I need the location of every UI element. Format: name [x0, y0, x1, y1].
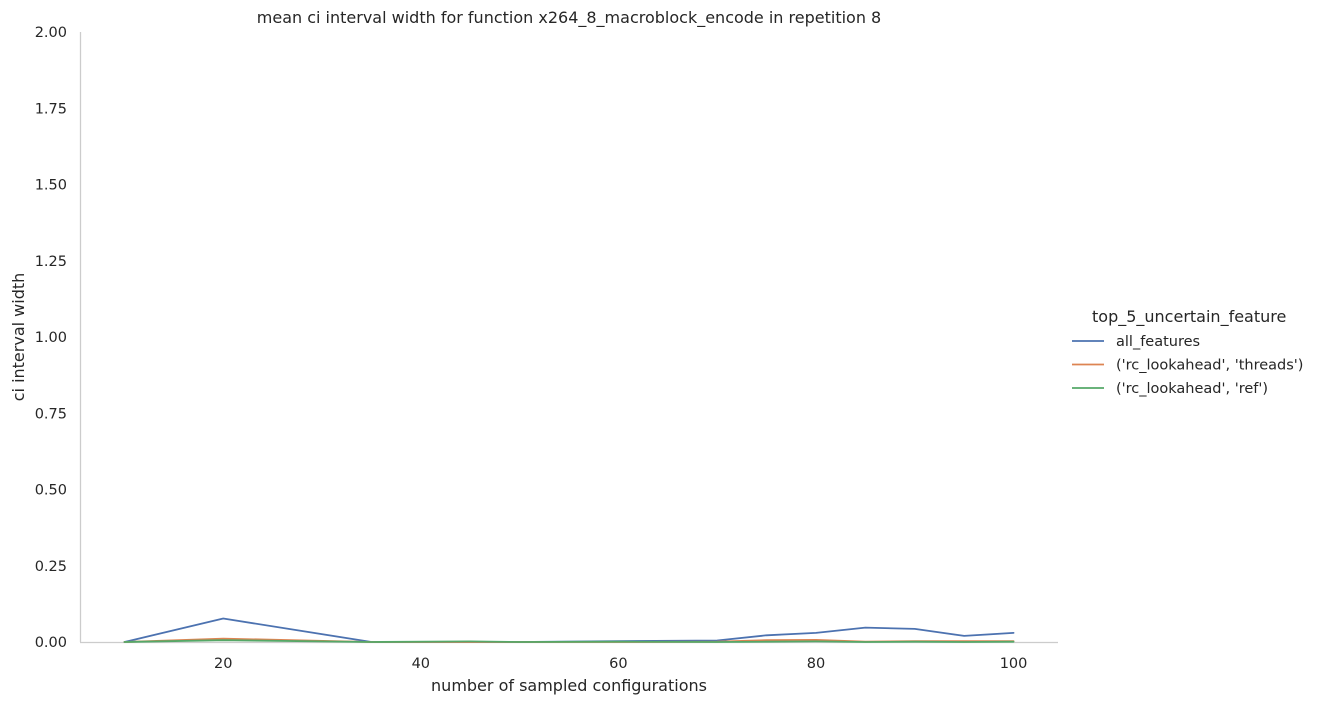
y-ticks: 0.00 0.25 0.50 0.75 1.00 1.25 1.50 1.75 2.00	[35, 25, 67, 651]
y-tick-label: 0.25	[35, 559, 67, 575]
y-tick-label: 2.00	[35, 25, 67, 41]
x-axis: 20 40 60 80 100	[80, 641, 1058, 672]
x-tick-label: 80	[807, 656, 825, 672]
y-tick-label: 1.75	[35, 101, 67, 117]
series-line-2	[123, 639, 1015, 643]
y-axis-label: ci interval width	[9, 273, 28, 402]
x-ticks: 20 40 60 80 100	[214, 656, 1027, 672]
x-axis-label: number of sampled configurations	[431, 676, 707, 695]
series-lines	[123, 617, 1015, 643]
y-tick-label: 1.25	[35, 254, 67, 270]
legend-item-label: ('rc_lookahead', 'ref')	[1116, 381, 1268, 397]
y-tick-label: 1.00	[35, 330, 67, 346]
y-tick-label: 0.75	[35, 406, 67, 422]
x-tick-label: 100	[1000, 656, 1028, 672]
y-tick-label: 0.00	[35, 635, 67, 651]
chart-title: mean ci interval width for function x264…	[257, 8, 881, 28]
x-tick-label: 60	[609, 656, 627, 672]
legend: top_5_uncertain_feature all_features ('rc…	[1072, 307, 1303, 397]
y-axis: 0.00 0.25 0.50 0.75 1.00 1.25 1.50 1.75 2.00	[35, 25, 82, 651]
y-tick-label: 0.50	[35, 483, 67, 499]
legend-item-label: ('rc_lookahead', 'threads')	[1116, 358, 1303, 374]
series-line-0	[123, 617, 1015, 643]
x-tick-label: 20	[214, 656, 232, 672]
legend-title: top_5_uncertain_feature	[1092, 307, 1286, 327]
x-tick-label: 40	[412, 656, 430, 672]
y-tick-label: 1.50	[35, 178, 67, 194]
legend-item-label: all_features	[1116, 334, 1200, 350]
legend-items: all_features ('rc_lookahead', 'threads') (…	[1072, 334, 1303, 397]
